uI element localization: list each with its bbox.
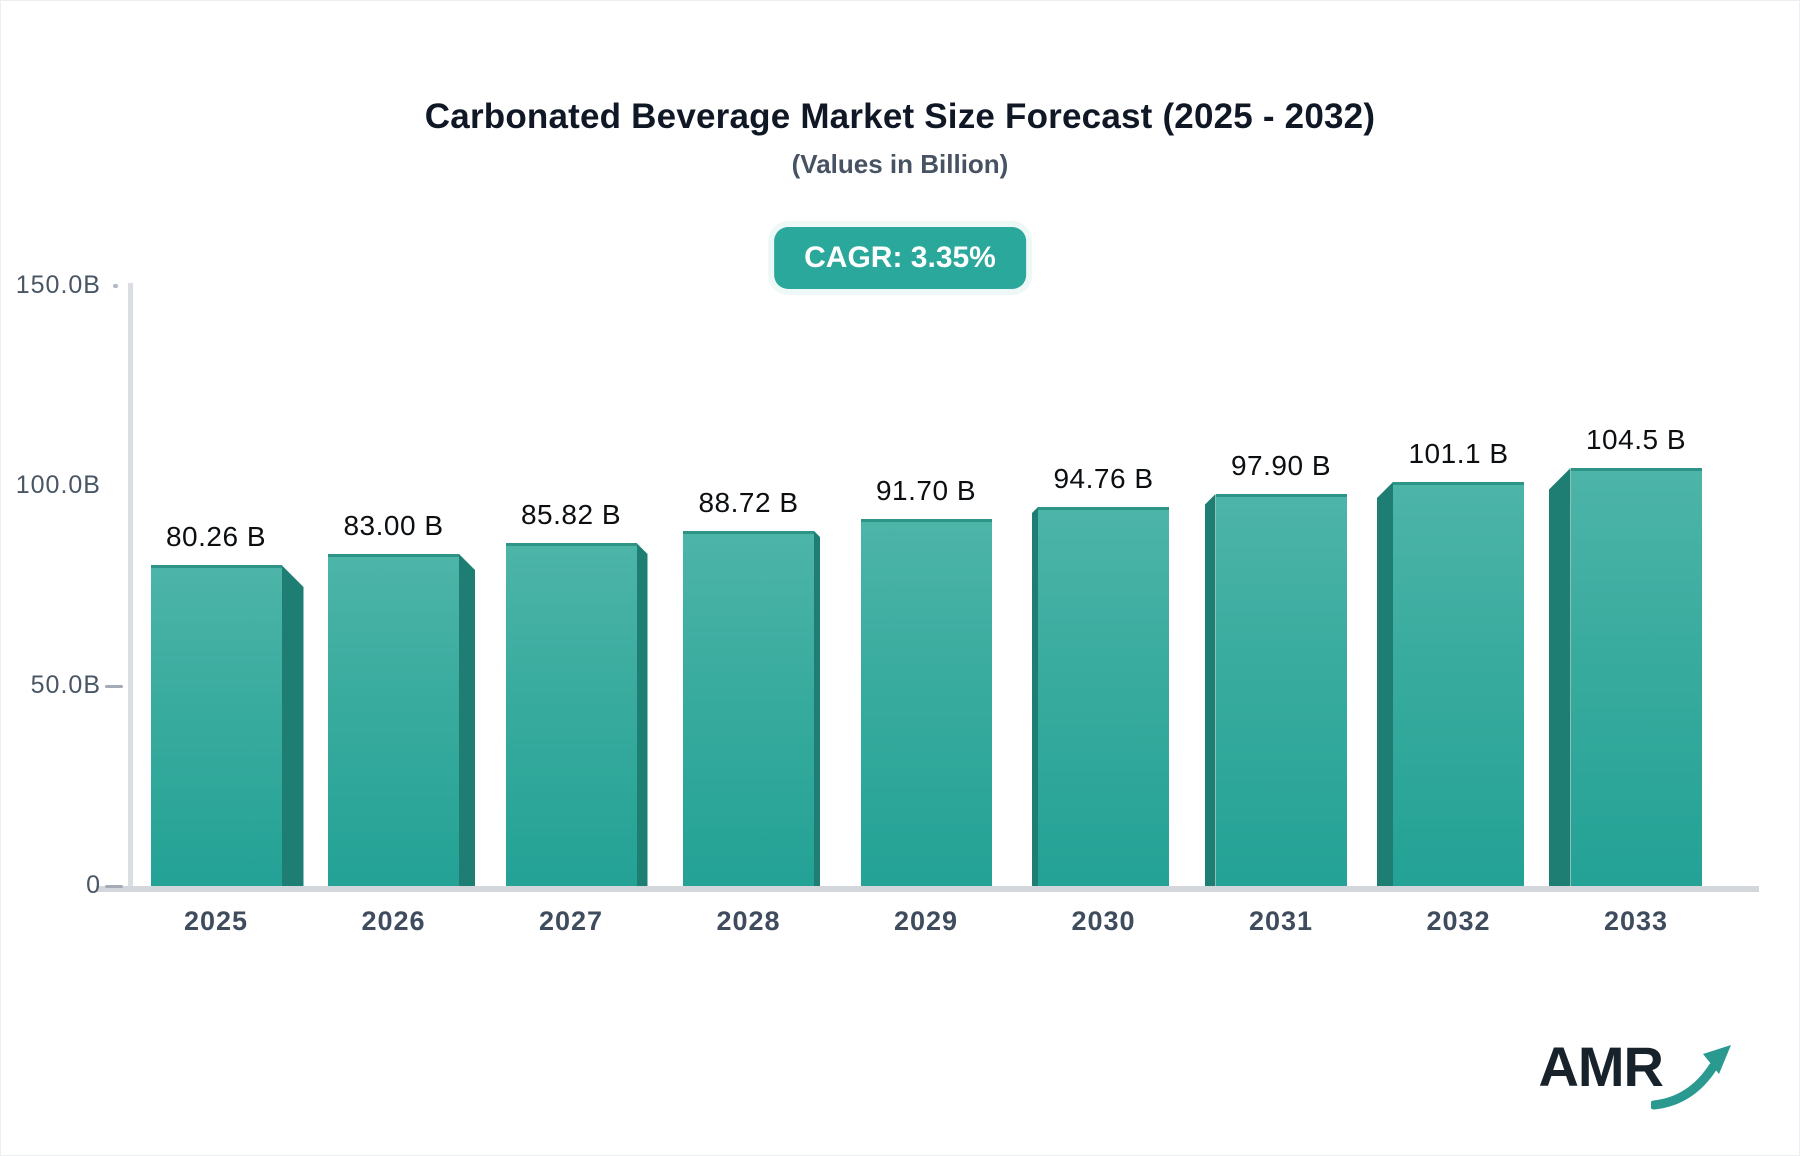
y-tick-mark [105,685,123,688]
bar-side-face [1032,507,1038,886]
x-tick-label: 2028 [716,906,781,936]
amr-logo: AMR [1538,1039,1735,1113]
bar-value-label: 88.72 B [698,487,799,518]
y-tick-mark [113,284,118,288]
logo-text: AMR [1538,1035,1664,1098]
y-tick-label: 50.0B [30,671,101,699]
bar-side-face [1548,468,1571,886]
bar-value-label: 94.76 B [1053,463,1154,494]
bar-side-face [1377,482,1393,886]
x-axis-line [96,886,1759,892]
bar-value-label: 91.70 B [875,475,977,506]
bar-value-label: 97.90 B [1230,450,1332,481]
bar-value-label: 85.82 B [520,499,622,530]
bar-2030 [1038,507,1169,886]
x-tick-label: 2027 [538,906,604,936]
bar-2027 [505,543,637,886]
y-tick-mark [105,885,123,888]
growth-arrow-icon [1651,1045,1731,1110]
bar-2033 [1570,468,1702,886]
bar-2032 [1393,482,1524,886]
x-tick-label: 2032 [1426,906,1491,936]
bar-side-face [814,531,820,886]
bar-value-label: 83.00 B [343,510,444,541]
cagr-badge: CAGR: 3.35% [774,227,1026,289]
page-title: Carbonated Beverage Market Size Forecast… [424,97,1376,136]
x-tick-label: 2030 [1071,906,1136,936]
bar-value-label: 80.26 B [165,521,267,552]
bar-2028 [683,531,814,886]
x-tick-label: 2033 [1603,906,1669,936]
y-tick-label: 150.0B [15,271,101,299]
x-tick-label: 2031 [1248,906,1314,936]
bar-2025 [150,565,282,886]
bar-2026 [328,554,459,886]
x-tick-label: 2026 [361,906,426,936]
bar-side-face [1204,494,1216,886]
y-tick-label: 0 [86,871,101,899]
bar-side-face [636,543,648,886]
bar-2029 [860,519,992,886]
bar-side-face [459,554,475,886]
x-tick-label: 2025 [183,906,249,936]
bar-value-label: 104.5 B [1585,424,1687,455]
bar-2031 [1215,494,1347,886]
x-tick-label: 2029 [893,906,959,936]
bar-side-face [281,565,304,886]
y-axis-line [128,283,133,889]
y-tick-label: 100.0B [15,471,101,499]
bar-value-label: 101.1 B [1408,438,1509,469]
page-subtitle: (Values in Billion) [791,149,1009,179]
